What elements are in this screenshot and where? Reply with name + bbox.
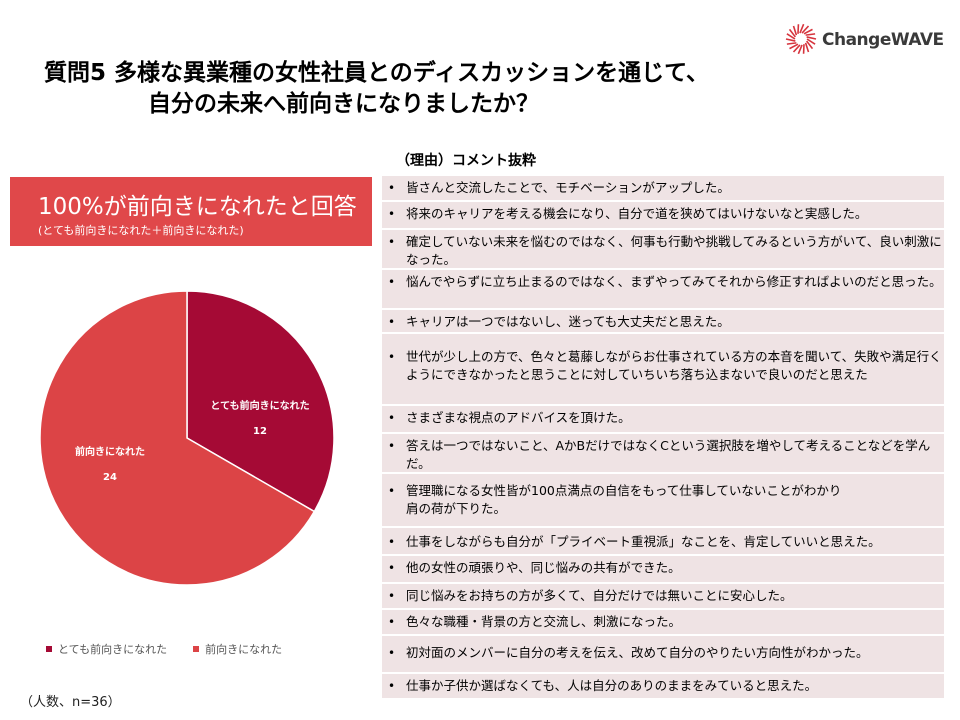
bullet-icon: • xyxy=(388,315,396,329)
bullet-icon: • xyxy=(388,181,396,195)
bullet-icon: • xyxy=(388,350,396,364)
bullet-icon: • xyxy=(388,679,396,693)
comment-item: • 初対面のメンバーに自分の考えを伝え、改めて自分のやりたい方向性がわかった。 xyxy=(382,636,944,672)
bullet-icon: • xyxy=(388,411,396,425)
comment-item: • さまざまな視点のアドバイスを頂けた。 xyxy=(382,406,944,432)
comment-text: 世代が少し上の方で、色々と葛藤しながらお仕事されている方の本音を聞いて、失敗や満… xyxy=(406,349,942,382)
pie-slice xyxy=(186,290,335,513)
chart-legend: とても前向きになれた 前向きになれた xyxy=(46,641,282,657)
comment-text: 他の女性の頑張りや、同じ悩みの共有ができた。 xyxy=(406,560,681,575)
comment-item: • 確定していない未来を悩むのではなく、何事も行動や挑戦してみるという方がいて、良… xyxy=(382,230,944,268)
bullet-icon: • xyxy=(388,275,396,289)
comments-list: • 皆さんと交流したことで、モチベーションがアップした。 • 将来のキャリアを考える機… xyxy=(382,176,944,700)
legend-label-very-positive: とても前向きになれた xyxy=(58,643,168,656)
comment-text: 皆さんと交流したことで、モチベーションがアップした。 xyxy=(406,180,730,195)
bullet-icon: • xyxy=(388,207,396,221)
legend-label-positive: 前向きになれた xyxy=(205,643,283,656)
bullet-icon: • xyxy=(388,561,396,575)
slice-category-label: 前向きになれた xyxy=(75,445,145,458)
title-line-2: 自分の未来へ前向きになりましたか？ xyxy=(148,91,539,117)
comment-text: 仕事をしながらも自分が「プライベート重視派」なことを、肯定していいと思えた。 xyxy=(406,534,881,549)
bullet-icon: • xyxy=(388,484,396,498)
bullet-icon: • xyxy=(388,439,396,453)
comment-item: • 管理職になる女性皆が100点満点の自信をもって仕事していないことがわかり 肩の… xyxy=(382,474,944,526)
comment-item: • 同じ悩みをお持ちの方が多くて、自分だけでは無いことに安心した。 xyxy=(382,584,944,608)
comment-text: 色々な職種・背景の方と交流し、刺激になった。 xyxy=(406,614,682,629)
pie-chart: とても前向きになれた 12 前向きになれた 24 xyxy=(39,290,335,586)
comment-text: さまざまな視点のアドバイスを頂けた。 xyxy=(406,410,631,425)
comment-item: • 世代が少し上の方で、色々と葛藤しながらお仕事されている方の本音を聞いて、失敗や… xyxy=(382,334,944,404)
bullet-icon: • xyxy=(388,535,396,549)
comment-item: • 色々な職種・背景の方と交流し、刺激になった。 xyxy=(382,610,944,634)
legend-swatch-very-positive xyxy=(46,646,52,652)
legend-swatch-positive xyxy=(193,646,200,652)
legend-item-positive: 前向きになれた xyxy=(193,641,282,657)
comment-text: キャリアは一つではないし、迷っても大丈夫だと思えた。 xyxy=(406,314,730,329)
pie-slice xyxy=(39,290,316,586)
page-title: 質問5 多様な異業種の女性社員とのディスカッションを通じて、 自分の未来へ前向き… xyxy=(44,58,864,120)
slice-value-label: 12 xyxy=(253,426,267,437)
sample-note: （人数、n=36） xyxy=(20,695,121,710)
comment-item: • キャリアは一つではないし、迷っても大丈夫だと思えた。 xyxy=(382,310,944,332)
comment-item: • 仕事をしながらも自分が「プライベート重視派」なことを、肯定していいと思えた。 xyxy=(382,528,944,554)
comment-item: • 仕事か子供か選ばなくても、人は自分のありのままをみていると思えた。 xyxy=(382,674,944,698)
comment-item: • 悩んでやらずに立ち止まるのではなく、まずやってみてそれから修正すればよいのだと… xyxy=(382,270,944,308)
bullet-icon: • xyxy=(388,235,396,249)
comment-item: • 皆さんと交流したことで、モチベーションがアップした。 xyxy=(382,176,944,200)
comment-text: 仕事か子供か選ばなくても、人は自分のありのままをみていると思えた。 xyxy=(406,678,818,693)
result-banner: 100%が前向きになれたと回答 (とても前向きになれた＋前向きになれた) xyxy=(10,177,372,246)
comment-item: • 他の女性の頑張りや、同じ悩みの共有ができた。 xyxy=(382,556,944,582)
changewave-logo: ChangeWAVE xyxy=(784,20,944,60)
comment-text: 管理職になる女性皆が100点満点の自信をもって仕事していないことがわかり 肩の荷… xyxy=(406,483,842,516)
banner-headline: 100%が前向きになれたと回答 xyxy=(38,194,357,220)
bullet-icon: • xyxy=(388,615,396,629)
slice-value-label: 24 xyxy=(103,472,117,483)
slice-category-label: とても前向きになれた xyxy=(210,399,309,412)
comment-text: 同じ悩みをお持ちの方が多くて、自分だけでは無いことに安心した。 xyxy=(406,588,793,603)
banner-subtext: (とても前向きになれた＋前向きになれた) xyxy=(38,224,244,237)
comment-item: • 将来のキャリアを考える機会になり、自分で道を狭めてはいけないなと実感した。 xyxy=(382,202,944,228)
changewave-mark-icon xyxy=(785,23,817,55)
bullet-icon: • xyxy=(388,589,396,603)
bullet-icon: • xyxy=(388,646,396,660)
comment-item: • 答えは一つではないこと、AかBだけではなくCという選択肢を増やして考えることな… xyxy=(382,434,944,472)
logo-text: ChangeWAVE xyxy=(822,30,944,50)
comment-text: 悩んでやらずに立ち止まるのではなく、まずやってみてそれから修正すればよいのだと思… xyxy=(406,274,942,289)
comment-text: 確定していない未来を悩むのではなく、何事も行動や挑戦してみるという方がいて、良い… xyxy=(406,234,942,267)
comment-text: 初対面のメンバーに自分の考えを伝え、改めて自分のやりたい方向性がわかった。 xyxy=(406,645,869,660)
comment-text: 将来のキャリアを考える機会になり、自分で道を狭めてはいけないなと実感した。 xyxy=(406,206,868,221)
legend-item-very-positive: とても前向きになれた xyxy=(46,641,167,657)
comments-header: （理由）コメント抜粋 xyxy=(396,153,536,169)
title-line-1: 質問5 多様な異業種の女性社員とのディスカッションを通じて、 xyxy=(44,60,710,86)
comment-text: 答えは一つではないこと、AかBだけではなくCという選択肢を増やして考えることなど… xyxy=(406,438,931,471)
